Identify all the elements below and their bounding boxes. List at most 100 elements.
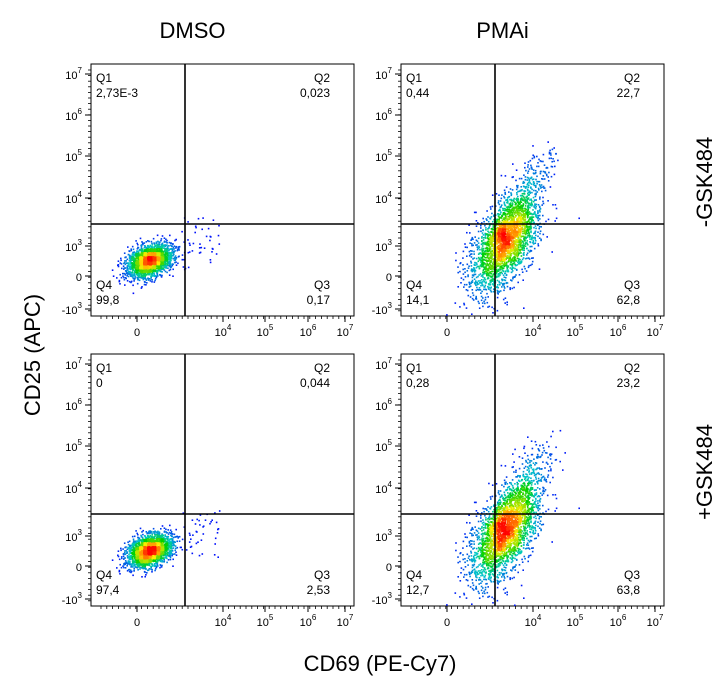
density-point: [511, 241, 513, 244]
x-tick-label: 0: [134, 327, 140, 339]
density-point: [500, 268, 502, 271]
density-point: [541, 190, 543, 193]
density-point: [132, 258, 135, 261]
density-point: [539, 185, 542, 188]
density-point: [504, 225, 506, 227]
density-point: [493, 224, 495, 227]
density-point: [505, 228, 508, 231]
density-point: [168, 264, 171, 267]
density-point: [478, 289, 480, 291]
density-point: [488, 247, 491, 250]
density-point: [513, 197, 515, 200]
density-point: [524, 218, 527, 220]
density-point: [481, 252, 484, 254]
density-point: [174, 259, 176, 262]
density-point: [522, 181, 525, 184]
density-point: [516, 193, 518, 196]
density-point: [160, 246, 162, 249]
density-point: [538, 225, 541, 228]
density-point: [506, 216, 508, 218]
density-point: [541, 178, 543, 180]
density-point: [510, 229, 512, 231]
density-point: [551, 166, 554, 168]
density-point: [171, 251, 173, 253]
density-point: [181, 254, 184, 256]
density-point: [477, 222, 479, 224]
density-points: [111, 217, 221, 295]
density-point: [462, 273, 465, 275]
density-point: [526, 254, 528, 256]
density-point: [152, 248, 155, 251]
density-point: [524, 208, 527, 211]
density-point: [495, 260, 497, 262]
density-point: [124, 284, 126, 286]
density-point: [488, 249, 491, 252]
density-point: [528, 231, 530, 234]
density-point: [537, 217, 539, 220]
density-point: [155, 248, 158, 250]
density-point: [489, 247, 492, 250]
density-point: [517, 195, 519, 198]
density-point: [489, 259, 491, 262]
density-point: [140, 269, 143, 272]
density-point: [139, 276, 142, 279]
density-point: [503, 202, 506, 204]
density-point: [510, 194, 513, 197]
density-point: [502, 207, 504, 210]
density-point: [486, 277, 489, 280]
density-point: [515, 239, 517, 241]
density-point: [480, 279, 483, 281]
density-point: [546, 236, 548, 238]
density-point: [545, 220, 547, 223]
y-tick-label: 105: [65, 148, 82, 164]
density-point: [129, 258, 132, 260]
density-point: [517, 235, 519, 238]
density-point: [476, 282, 479, 285]
density-point: [496, 263, 498, 266]
density-point: [482, 254, 485, 256]
density-point: [481, 263, 483, 265]
density-point: [519, 203, 521, 206]
density-point: [468, 255, 471, 257]
density-point: [523, 239, 526, 242]
density-point: [489, 224, 491, 227]
density-point: [141, 286, 143, 288]
density-point: [154, 269, 156, 271]
density-point: [515, 227, 518, 229]
density-point: [121, 267, 123, 270]
density-point: [534, 204, 537, 207]
density-point: [495, 239, 498, 241]
density-point: [541, 204, 543, 206]
density-point: [131, 257, 133, 260]
density-point: [496, 262, 498, 264]
density-point: [488, 286, 490, 289]
density-point: [542, 185, 545, 188]
density-point: [155, 245, 157, 247]
density-point: [167, 252, 170, 254]
density-point: [167, 264, 169, 267]
density-point: [167, 258, 170, 260]
density-point: [528, 213, 531, 215]
density-point: [160, 256, 162, 259]
density-point: [523, 231, 526, 234]
density-point: [128, 266, 131, 268]
density-point: [551, 160, 553, 163]
density-point: [523, 185, 525, 188]
density-point: [470, 262, 473, 264]
density-point: [138, 279, 141, 282]
density-point: [156, 249, 158, 252]
density-point: [513, 207, 515, 210]
density-point: [491, 237, 494, 240]
density-point: [528, 225, 530, 228]
density-point: [143, 242, 146, 244]
density-point: [159, 260, 162, 262]
density-point: [508, 251, 510, 253]
density-point: [476, 263, 478, 266]
density-point: [504, 227, 506, 229]
density-point: [550, 154, 552, 156]
density-point: [531, 263, 533, 266]
density-point: [496, 270, 498, 272]
density-point: [483, 250, 485, 253]
density-point: [517, 259, 520, 262]
